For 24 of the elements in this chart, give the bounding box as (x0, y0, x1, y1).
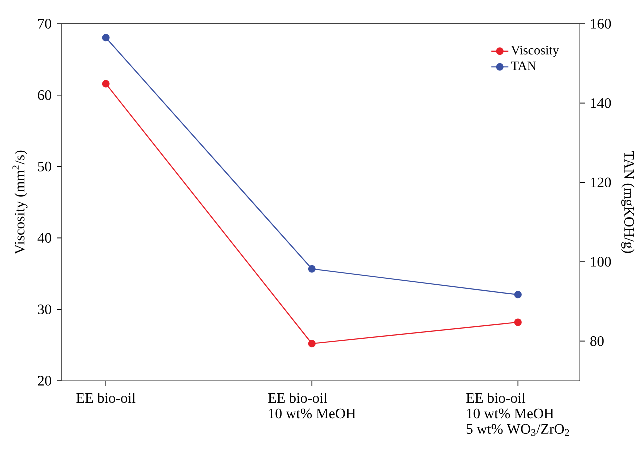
x-tick-label: EE bio-oil (76, 392, 136, 404)
x-tick-label: EE bio-oil 10 wt% MeOH 5 wt% WO$_{3}$/ZrO$_{2}$ (466, 392, 570, 436)
y2-tick-label: 80 (590, 336, 604, 346)
point (514, 318, 522, 326)
y2-tick-label: 160 (591, 19, 612, 29)
y-tick-label: 50 (38, 162, 52, 172)
y-tick-label: 70 (38, 19, 52, 29)
y-tick-label: 40 (38, 233, 52, 244)
y2-tick-label: 140 (591, 98, 612, 108)
legend-label: Viscosity (511, 46, 560, 58)
y-tick-label: 30 (38, 304, 52, 314)
x-tick-label: EE bio-oil 10 wt% MeOH (268, 392, 356, 419)
y2-axis-title: TAN (mgKOH/g) (622, 151, 635, 254)
point (514, 291, 522, 299)
y-tick-label: 20 (38, 376, 52, 386)
y-axis-title: Viscosity (mm$^{2}$/s) (12, 150, 28, 255)
y-tick-label: 60 (38, 90, 52, 100)
y2-tick-label: 100 (591, 257, 612, 267)
point (308, 340, 316, 348)
point (102, 80, 110, 88)
point (308, 265, 316, 273)
legend-label: TAN (511, 62, 536, 70)
point (102, 34, 110, 42)
y2-tick-label: 120 (591, 178, 612, 188)
